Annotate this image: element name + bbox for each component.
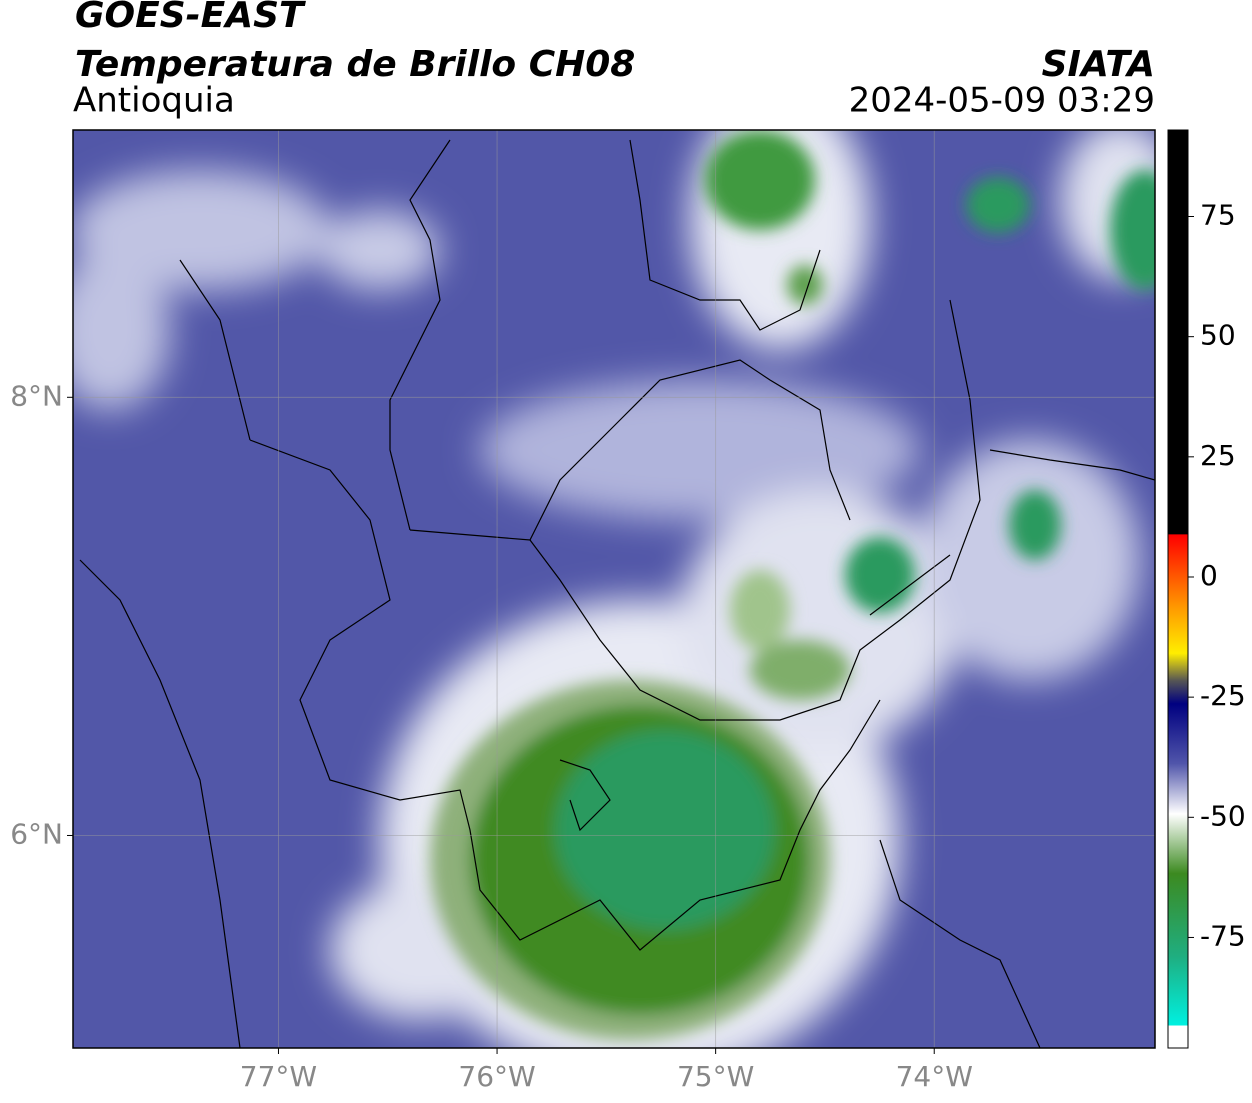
source: SIATA [1042,44,1155,85]
subtitle: Temperatura de Brillo CH08 [75,44,635,85]
colorbar-tick-label: -75 [1200,919,1246,952]
lat-tick-label: 6°N [10,817,63,850]
colorbar-tick-label: 0 [1200,559,1218,592]
lon-tick-label: 76°W [458,1060,535,1093]
colorbar-tick-label: 50 [1200,319,1236,352]
lon-tick-label: 75°W [677,1060,754,1093]
satellite-image [73,130,1155,1048]
datetime: 2024-05-09 03:29 [849,81,1155,121]
grid [73,130,1155,1048]
colorbar-tick-label: -50 [1200,799,1246,832]
title: GOES-EAST [75,0,306,36]
map-frame [72,129,1156,1049]
lon-tick-label: 74°W [896,1060,973,1093]
colorbar-tick-label: 25 [1200,439,1236,472]
colorbar [1167,129,1189,1049]
region: Antioquia [73,81,235,121]
colorbar-tick-label: 75 [1200,199,1236,232]
lon-tick-label: 77°W [240,1060,317,1093]
lat-tick-label: 8°N [10,379,63,412]
colorbar-tick-label: -25 [1200,679,1246,712]
